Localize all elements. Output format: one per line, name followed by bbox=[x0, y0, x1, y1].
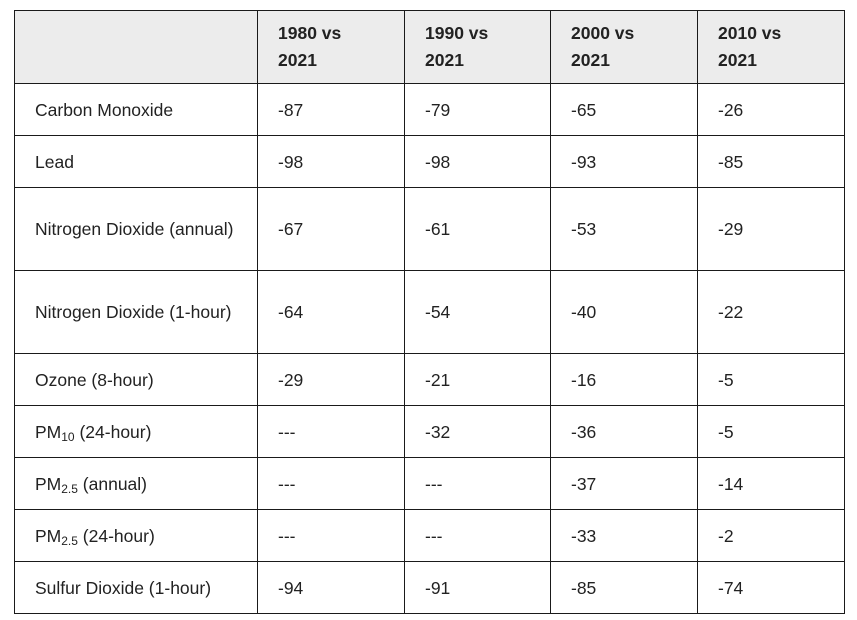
table-row: Carbon Monoxide -87 -79 -65 -26 bbox=[14, 83, 845, 136]
value-cell: -22 bbox=[697, 270, 845, 354]
header-cell-1980: 1980 vs 2021 bbox=[257, 10, 405, 84]
value-cell: -94 bbox=[257, 561, 405, 614]
table-row: PM10 (24-hour) --- -32 -36 -5 bbox=[14, 405, 845, 458]
value-cell: --- bbox=[404, 509, 551, 562]
value-cell: -5 bbox=[697, 353, 845, 406]
value-cell: -16 bbox=[550, 353, 698, 406]
value-cell: -98 bbox=[404, 135, 551, 188]
header-cell-pollutant bbox=[14, 10, 258, 84]
table-row: PM2.5 (annual) --- --- -37 -14 bbox=[14, 457, 845, 510]
header-cell-2010: 2010 vs 2021 bbox=[697, 10, 845, 84]
value-cell: -87 bbox=[257, 83, 405, 136]
pollutant-change-table: 1980 vs 2021 1990 vs 2021 2000 vs 2021 2… bbox=[14, 10, 845, 614]
row-label: PM2.5 (annual) bbox=[14, 457, 258, 510]
value-cell: -93 bbox=[550, 135, 698, 188]
value-cell: --- bbox=[257, 509, 405, 562]
value-cell: -29 bbox=[697, 187, 845, 271]
header-cell-1990: 1990 vs 2021 bbox=[404, 10, 551, 84]
value-cell: -64 bbox=[257, 270, 405, 354]
row-label: Lead bbox=[14, 135, 258, 188]
value-cell: -91 bbox=[404, 561, 551, 614]
table-row: Nitrogen Dioxide (1-hour) -64 -54 -40 -2… bbox=[14, 270, 845, 354]
value-cell: -65 bbox=[550, 83, 698, 136]
row-label: Ozone (8-hour) bbox=[14, 353, 258, 406]
table-row: Nitrogen Dioxide (annual) -67 -61 -53 -2… bbox=[14, 187, 845, 271]
value-cell: --- bbox=[257, 405, 405, 458]
value-cell: -14 bbox=[697, 457, 845, 510]
row-label: Nitrogen Dioxide (1-hour) bbox=[14, 270, 258, 354]
value-cell: -32 bbox=[404, 405, 551, 458]
table-row: PM2.5 (24-hour) --- --- -33 -2 bbox=[14, 509, 845, 562]
value-cell: -37 bbox=[550, 457, 698, 510]
value-cell: -85 bbox=[550, 561, 698, 614]
row-label: PM10 (24-hour) bbox=[14, 405, 258, 458]
value-cell: -33 bbox=[550, 509, 698, 562]
value-cell: -85 bbox=[697, 135, 845, 188]
table-row: Lead -98 -98 -93 -85 bbox=[14, 135, 845, 188]
value-cell: -29 bbox=[257, 353, 405, 406]
row-label: Sulfur Dioxide (1-hour) bbox=[14, 561, 258, 614]
value-cell: -36 bbox=[550, 405, 698, 458]
table-row: Sulfur Dioxide (1-hour) -94 -91 -85 -74 bbox=[14, 561, 845, 614]
row-label: PM2.5 (24-hour) bbox=[14, 509, 258, 562]
header-cell-2000: 2000 vs 2021 bbox=[550, 10, 698, 84]
value-cell: --- bbox=[404, 457, 551, 510]
value-cell: -54 bbox=[404, 270, 551, 354]
value-cell: -79 bbox=[404, 83, 551, 136]
value-cell: -61 bbox=[404, 187, 551, 271]
row-label: Nitrogen Dioxide (annual) bbox=[14, 187, 258, 271]
value-cell: -2 bbox=[697, 509, 845, 562]
value-cell: -67 bbox=[257, 187, 405, 271]
value-cell: -98 bbox=[257, 135, 405, 188]
value-cell: -5 bbox=[697, 405, 845, 458]
header-row: 1980 vs 2021 1990 vs 2021 2000 vs 2021 2… bbox=[14, 10, 845, 84]
value-cell: -53 bbox=[550, 187, 698, 271]
value-cell: -21 bbox=[404, 353, 551, 406]
value-cell: -26 bbox=[697, 83, 845, 136]
value-cell: --- bbox=[257, 457, 405, 510]
value-cell: -40 bbox=[550, 270, 698, 354]
row-label: Carbon Monoxide bbox=[14, 83, 258, 136]
value-cell: -74 bbox=[697, 561, 845, 614]
table-container: 1980 vs 2021 1990 vs 2021 2000 vs 2021 2… bbox=[14, 10, 845, 614]
table-row: Ozone (8-hour) -29 -21 -16 -5 bbox=[14, 353, 845, 406]
